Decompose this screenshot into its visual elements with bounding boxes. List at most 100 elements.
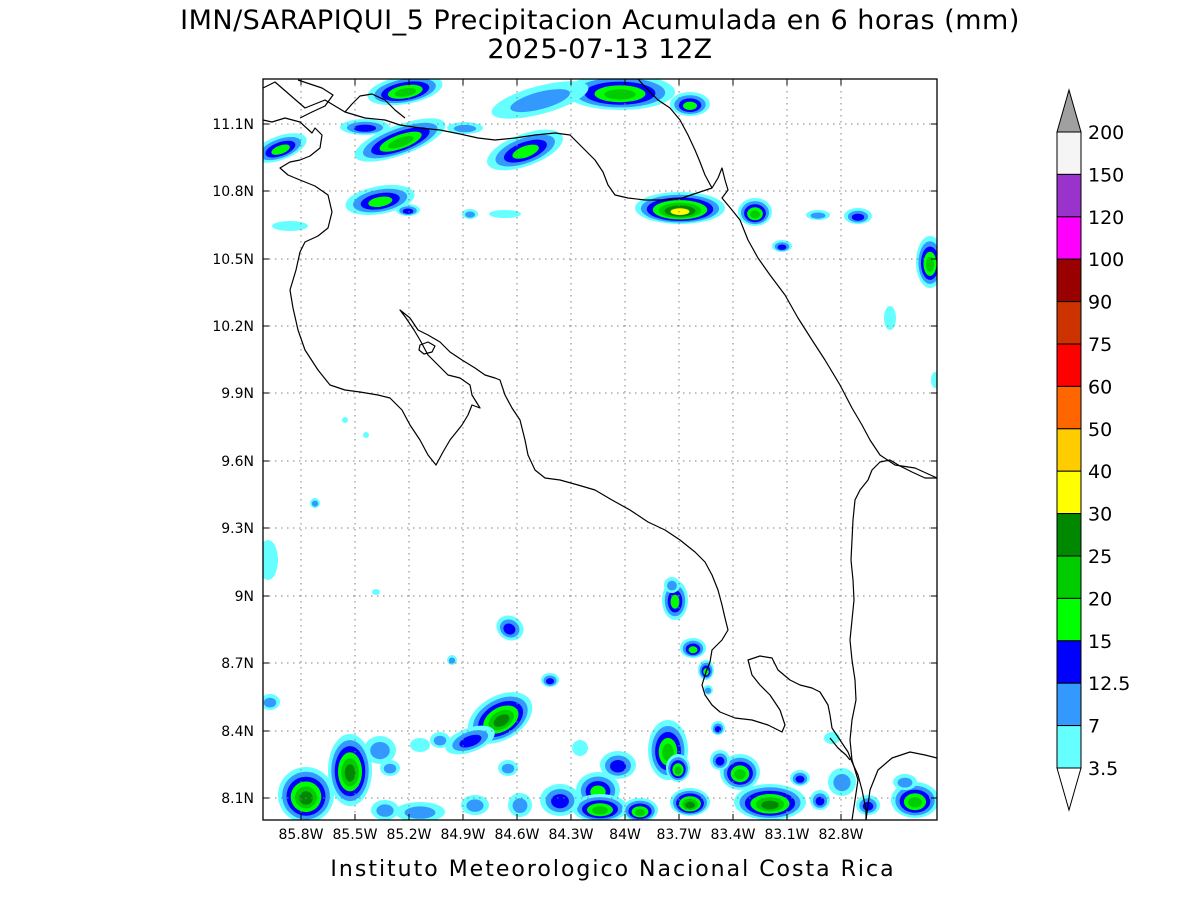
colorbar-swatch [1056,513,1082,557]
precip-contour [670,208,690,216]
precip-contour [604,89,636,100]
lon-tick-label: 83.1W [764,827,809,843]
lon-tick-label: 82.8W [818,827,863,843]
map-title-line2: 2025-07-13 12Z [487,34,712,65]
colorbar-label: 20 [1088,588,1112,610]
precip-contour [433,735,447,746]
axis-ticks: 85.8W 85.5W 85.2W 84.9W 84.6W 84.3W 84W 83.7W 83… [212,79,937,843]
precip-contour [683,101,697,111]
precip-contour [546,678,554,685]
lon-tick-label: 83.7W [656,827,701,843]
colorbar-swatch [1056,640,1082,684]
precip-contour [795,775,805,783]
lon-tick-label: 85.5W [332,827,377,843]
colorbar-label: 100 [1088,249,1124,271]
caribbean-coast [263,81,937,479]
colorbar-min-arrow [1056,767,1082,812]
lat-tick-label: 8.4N [221,724,254,740]
colorbar-swatch [1056,470,1082,515]
precip-contour [897,777,913,788]
precip-contour [667,580,677,591]
precip-contour [685,801,695,809]
precip-contour [510,89,570,113]
precip-contour [501,763,515,774]
footer-credit: Instituto Meteorologico Nacional Costa R… [330,857,895,882]
colorbar-swatch [1056,725,1082,769]
precip-contour [363,432,369,438]
precip-contour [372,589,380,595]
precip-contour [634,809,646,816]
precip-contour [402,208,414,214]
precip-contour [926,257,934,272]
precip-contour [704,687,712,694]
colorbar-label: 3.5 [1088,758,1118,780]
lat-tick-label: 10.8N [212,184,254,200]
precip-contour [815,796,825,806]
map-plot-area: 85.8W 85.5W 85.2W 84.9W 84.6W 84.3W 84W 83.7W 83… [212,78,938,843]
lon-tick-label: 83.4W [710,827,755,843]
lon-tick-label: 84W [609,827,641,843]
precip-contour [453,124,477,133]
colorbar-swatch [1056,682,1082,727]
colorbar-swatch [1056,343,1082,387]
colorbar-label: 200 [1088,122,1124,144]
colorbar-label: 120 [1088,207,1124,229]
precip-contour [824,732,840,744]
colorbar-label: 90 [1088,292,1112,314]
colorbar-swatch [1056,428,1082,472]
precip-contour [592,806,608,815]
nicaragua-river-border [637,79,713,189]
precip-contour [489,210,521,218]
colorbar-label: 60 [1088,376,1112,398]
colorbar-label: 30 [1088,504,1112,526]
precip-contour [404,806,436,819]
colorbar-swatch [1056,216,1082,260]
precip-contour [503,623,516,635]
precip-contour [370,742,390,760]
precip-contour [670,594,680,609]
colorbar-label: 12.5 [1088,673,1130,695]
colorbar-label: 40 [1088,461,1112,483]
precip-contour [263,697,277,708]
precip-contour [884,306,896,330]
lake-nicaragua-shore [297,79,406,119]
precip-contour [342,417,348,423]
precip-contour [908,797,922,808]
colorbar-label: 25 [1088,546,1112,568]
colorbar-swatch [1056,173,1082,218]
precip-contour [610,760,626,773]
colorbar: 200 150 120 100 90 75 60 50 40 30 25 20 15 12.5 7 3.5 [1056,88,1130,812]
precip-contour [448,657,456,664]
precip-contour [353,124,377,132]
osa-peninsula [829,737,851,761]
colorbar-label: 7 [1088,716,1100,738]
precip-contour [715,756,725,766]
colorbar-swatch [1056,258,1082,303]
lat-tick-label: 10.2N [212,319,254,335]
lon-tick-label: 85.2W [386,827,431,843]
precip-contour [512,798,528,813]
precip-contour [376,804,394,817]
precip-contour [688,646,698,654]
precip-contour [271,144,290,155]
map-title-line1: IMN/SARAPIQUI_5 Precipitacion Acumulada … [180,5,1020,36]
lat-tick-label: 9.3N [221,521,254,537]
precip-contour [466,799,484,812]
precip-contour [344,764,356,782]
coastlines [263,79,937,820]
precip-contour [572,740,588,756]
precip-contour [311,500,319,507]
colorbar-swatch [1056,385,1082,430]
precip-contour [662,743,674,762]
nicaragua-pacific-coast [263,117,867,820]
colorbar-label: 50 [1088,419,1112,441]
precip-contour [465,211,475,218]
panama-border [849,459,937,820]
colorbar-max-arrow [1056,88,1082,133]
colorbar-label: 75 [1088,334,1112,356]
colorbar-label: 150 [1088,164,1124,186]
lon-tick-label: 84.6W [494,827,539,843]
precip-contour [263,540,278,580]
precip-contour [750,210,760,219]
colorbar-swatch [1056,131,1082,175]
